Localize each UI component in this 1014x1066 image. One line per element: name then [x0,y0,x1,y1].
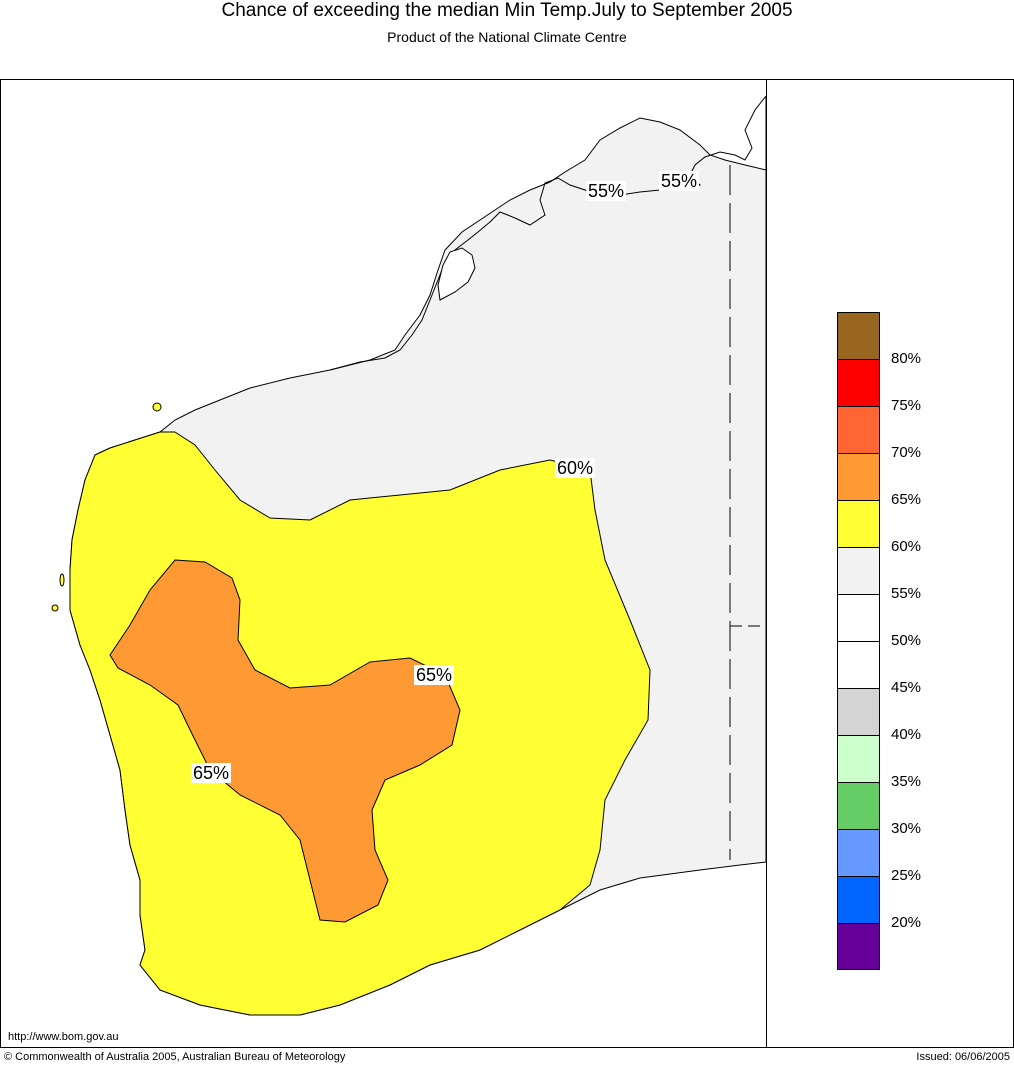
legend-label: 65% [891,491,922,508]
legend-swatch [837,829,880,876]
legend-label: 60% [891,538,922,555]
footer-issued-date: Issued: 06/06/2005 [916,1051,1010,1063]
legend-swatch [837,547,880,594]
legend-label: 40% [891,726,922,743]
bay-outline [437,247,476,301]
footer-copyright: © Commonwealth of Australia 2005, Austra… [4,1051,346,1063]
legend-label: 35% [891,773,922,790]
north-coastline [329,95,767,371]
legend-label: 30% [891,820,922,837]
legend-swatch [837,406,880,453]
legend-swatch [837,923,880,970]
footer-url[interactable]: http://www.bom.gov.au [8,1031,119,1043]
legend-label: 45% [891,679,922,696]
legend-swatch [837,500,880,547]
map-title: Chance of exceeding the median Min Temp.… [221,0,793,21]
panel-divider [766,79,767,1047]
contour-label-55: 55% [586,181,627,201]
legend-swatch [837,782,880,829]
legend-label: 20% [891,914,922,931]
legend-label: 50% [891,632,922,649]
legend-label: 80% [891,350,922,367]
island [51,604,59,612]
legend-swatch [837,735,880,782]
legend-label: 55% [891,585,922,602]
legend-swatch [837,359,880,406]
legend-label: 70% [891,444,922,461]
legend-swatch [837,594,880,641]
island [59,573,65,587]
legend-swatch [837,688,880,735]
contour-label-65: 65% [191,763,232,783]
contour-label-60: 60% [555,458,596,478]
legend-label: 75% [891,397,922,414]
contour-label-65: 65% [414,665,455,685]
legend-swatch [837,641,880,688]
legend-label: 25% [891,867,922,884]
region-65-70 [109,559,461,923]
island [152,402,162,412]
legend-swatch [837,312,880,359]
legend-swatch [837,876,880,923]
contour-label-55: 55% [659,171,700,191]
map-subtitle: Product of the National Climate Centre [387,29,627,45]
legend-swatch [837,453,880,500]
